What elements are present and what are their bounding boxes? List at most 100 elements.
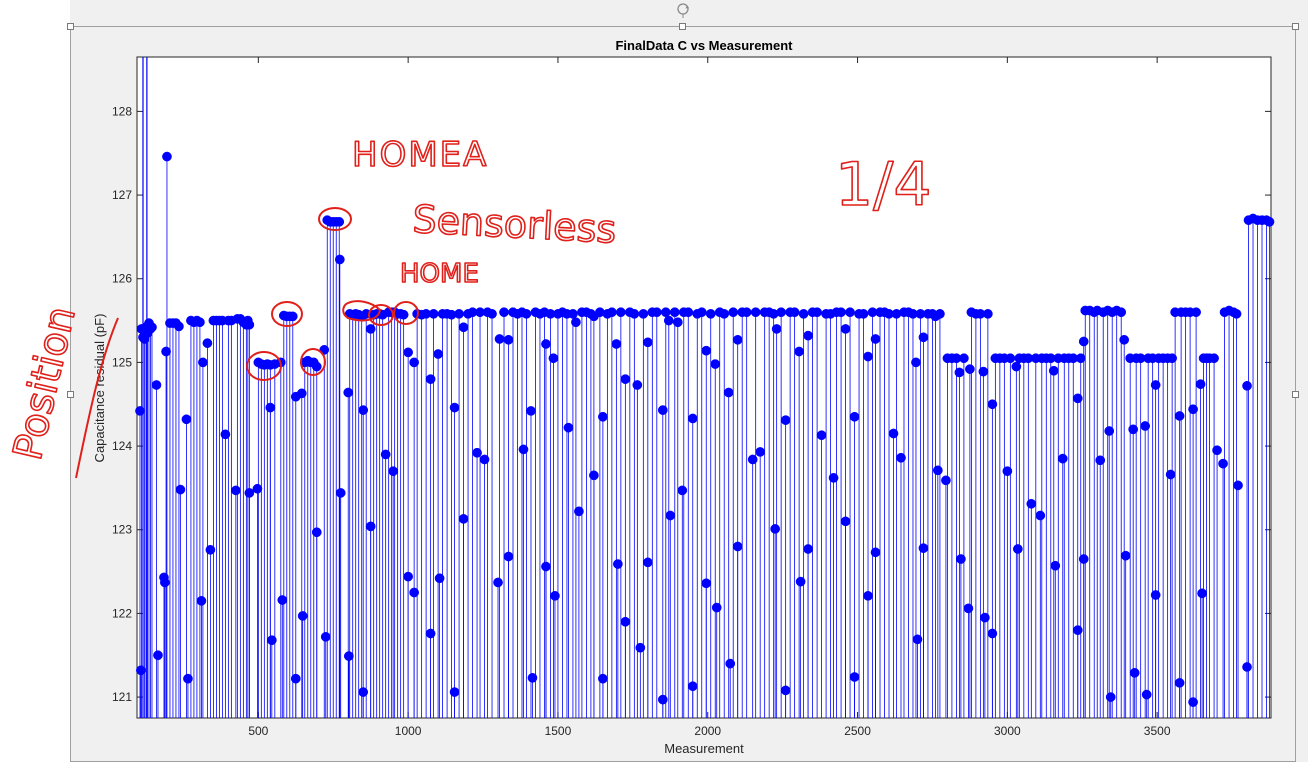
data-point <box>380 449 391 460</box>
data-point <box>574 506 584 517</box>
resize-handle-left[interactable] <box>67 391 74 398</box>
data-point <box>780 685 791 696</box>
data-point <box>1174 411 1185 421</box>
data-point <box>611 339 622 349</box>
data-point <box>732 541 743 552</box>
resize-handle-top-left[interactable] <box>67 23 74 30</box>
data-point <box>978 366 989 377</box>
data-point <box>343 651 354 661</box>
data-point <box>275 357 286 368</box>
data-point <box>1188 697 1198 707</box>
data-point <box>858 309 869 319</box>
data-point <box>863 351 873 362</box>
data-point <box>526 406 536 416</box>
data-point <box>458 322 469 333</box>
data-point <box>638 309 649 319</box>
y-tick-label: 126 <box>112 272 132 286</box>
data-point <box>635 642 646 653</box>
data-point <box>252 483 263 494</box>
data-point <box>1026 498 1037 509</box>
data-point <box>277 595 288 605</box>
data-point <box>388 466 399 477</box>
data-point <box>803 330 813 341</box>
data-point <box>503 551 514 562</box>
data-point <box>265 402 276 413</box>
plot-area <box>136 56 1272 719</box>
data-point <box>870 547 881 558</box>
data-point <box>780 415 791 425</box>
data-point <box>365 521 376 532</box>
data-point <box>845 307 855 318</box>
resize-handle-right[interactable] <box>1292 391 1299 398</box>
data-point <box>183 673 193 684</box>
data-point <box>198 357 208 368</box>
data-point <box>987 399 998 410</box>
data-point <box>750 307 761 318</box>
data-point <box>771 324 782 334</box>
data-point <box>696 307 707 318</box>
data-point <box>493 577 503 588</box>
data-point <box>980 612 990 623</box>
data-point <box>434 573 445 584</box>
data-point <box>849 411 860 422</box>
data-point <box>290 673 301 684</box>
data-point <box>458 514 469 524</box>
data-point <box>711 602 722 613</box>
data-point <box>732 334 743 345</box>
data-point <box>747 454 758 465</box>
resize-handle-top[interactable] <box>679 23 686 30</box>
data-point <box>425 628 436 639</box>
data-point <box>195 317 205 328</box>
data-point <box>1197 588 1207 599</box>
data-point <box>651 307 662 318</box>
data-point <box>812 307 822 318</box>
data-point <box>1242 662 1252 672</box>
resize-handle-top-right[interactable] <box>1292 23 1299 30</box>
data-point <box>1072 625 1083 635</box>
data-point <box>669 307 680 318</box>
data-point <box>1078 554 1089 564</box>
y-tick-label: 121 <box>112 690 132 704</box>
data-point <box>334 254 345 265</box>
data-point <box>911 357 921 368</box>
x-tick-label: 2000 <box>694 724 721 738</box>
left-margin <box>0 0 70 762</box>
data-point <box>683 307 694 318</box>
data-point <box>912 634 923 645</box>
data-point <box>319 344 330 355</box>
data-point <box>409 587 419 598</box>
data-point <box>660 307 671 318</box>
data-point <box>503 334 514 345</box>
data-point <box>425 374 436 384</box>
data-point <box>494 334 505 344</box>
data-point <box>1218 458 1228 469</box>
data-point <box>1233 480 1243 491</box>
data-point <box>954 367 965 378</box>
data-point <box>701 578 712 589</box>
data-point <box>963 603 974 614</box>
y-axis-label: Capacitance residual (pF) <box>92 314 107 463</box>
rotate-handle-icon[interactable] <box>673 1 693 19</box>
x-axis-label: Measurement <box>664 741 744 756</box>
data-point <box>677 485 688 496</box>
data-point <box>613 559 623 569</box>
data-point <box>789 307 800 318</box>
data-point <box>205 544 216 555</box>
data-point <box>896 452 906 463</box>
x-tick-label: 3000 <box>994 724 1021 738</box>
x-tick-label: 1000 <box>395 724 422 738</box>
data-point <box>987 628 998 639</box>
data-point <box>1174 678 1185 688</box>
data-point <box>642 557 653 568</box>
data-point <box>663 315 674 326</box>
data-point <box>135 406 145 416</box>
data-point <box>1005 353 1016 364</box>
data-point <box>196 596 207 606</box>
data-point <box>311 361 322 372</box>
y-tick-label: 122 <box>112 606 132 620</box>
data-point <box>153 650 163 661</box>
data-point <box>499 307 509 318</box>
series-stems <box>135 57 1275 718</box>
data-point <box>1242 380 1252 391</box>
data-point <box>1150 380 1161 390</box>
